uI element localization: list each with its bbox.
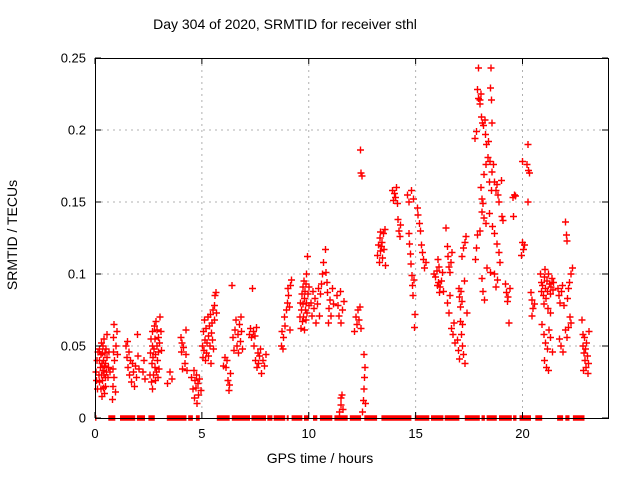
data-points — [92, 64, 593, 416]
y-tick-label: 0.05 — [61, 339, 86, 354]
y-tick-label: 0.15 — [61, 195, 86, 210]
y-tick-label: 0 — [79, 411, 86, 426]
x-tick-label: 10 — [302, 426, 316, 441]
axis-tick-marks — [94, 57, 608, 419]
x-tick-label: 15 — [408, 426, 422, 441]
x-axis-label: GPS time / hours — [266, 450, 374, 466]
y-tick-label: 0.2 — [68, 123, 86, 138]
y-axis-label: SRMTID / TECUs — [4, 179, 20, 291]
x-tick-label: 20 — [515, 426, 529, 441]
grid-lines — [95, 58, 608, 418]
plot-border — [95, 58, 609, 419]
y-tick-label: 0.1 — [68, 267, 86, 282]
y-tick-label: 0.25 — [61, 51, 86, 66]
x-tick-label: 5 — [198, 426, 205, 441]
chart-title: Day 304 of 2020, SRMTID for receiver sth… — [153, 16, 417, 32]
x-tick-label: 0 — [91, 426, 98, 441]
